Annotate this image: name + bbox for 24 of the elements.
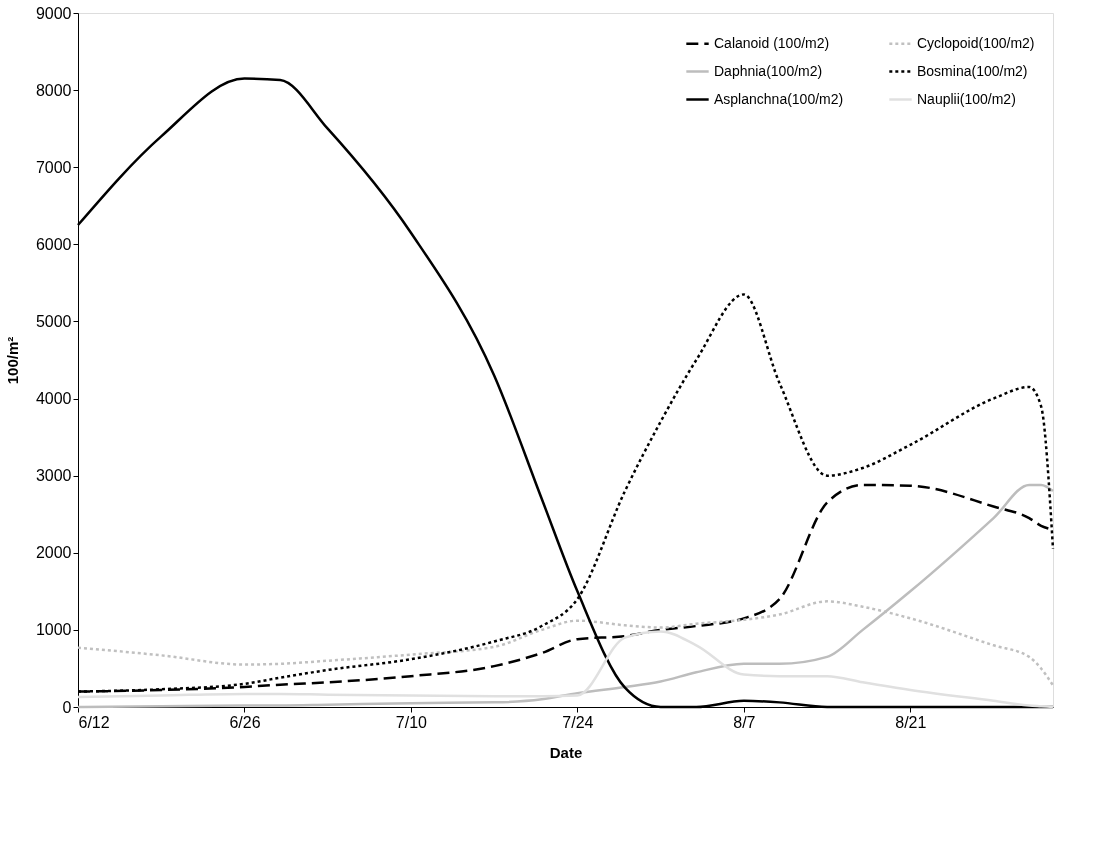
y-tick-label: 0 — [62, 698, 72, 716]
legend-label: Daphnia(100/m2) — [714, 62, 823, 79]
y-tick-label: 1000 — [35, 621, 72, 639]
legend-label: Bosmina(100/m2) — [917, 62, 1028, 79]
y-tick-label: 4000 — [35, 390, 72, 408]
x-tick-label: 8/21 — [895, 713, 927, 731]
y-axis-title: 100/m² — [3, 336, 21, 385]
x-tick-label: 6/12 — [78, 713, 110, 731]
y-tick-label: 9000 — [35, 4, 72, 22]
x-tick-label: 7/10 — [395, 713, 428, 731]
legend-label: Calanoid (100/m2) — [714, 34, 830, 51]
x-tick-label: 6/26 — [229, 713, 261, 731]
y-tick-label: 8000 — [35, 81, 72, 99]
legend-label: Cyclopoid(100/m2) — [917, 34, 1035, 51]
y-tick-label: 2000 — [35, 544, 72, 562]
y-tick-label: 6000 — [35, 235, 72, 253]
y-tick-label: 3000 — [35, 467, 72, 485]
x-axis-title: Date — [549, 743, 583, 761]
y-tick-label: 7000 — [35, 158, 72, 176]
x-tick-label: 7/24 — [562, 713, 594, 731]
legend-label: Nauplii(100/m2) — [917, 90, 1016, 107]
y-tick-label: 5000 — [35, 312, 72, 330]
x-tick-label: 8/7 — [733, 713, 756, 731]
legend-label: Asplanchna(100/m2) — [714, 90, 844, 107]
